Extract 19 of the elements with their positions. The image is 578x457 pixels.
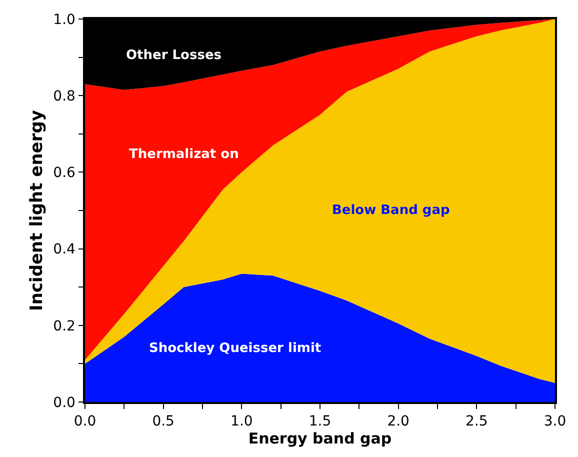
x-tick-label: 2.5: [466, 414, 488, 430]
x-tick-label: 1.0: [230, 414, 253, 430]
y-tick-label: 1.0: [53, 12, 76, 28]
y-tick-label: 0.0: [53, 394, 76, 411]
y-tick-label: 0.6: [53, 165, 76, 182]
x-tick-label: 0.0: [74, 414, 96, 430]
series-label: Shockley Queisser limit: [149, 341, 322, 356]
y-tick-label: 0.2: [53, 318, 76, 334]
series-label: Other Losses: [126, 48, 222, 63]
x-tick-label: 3.0: [544, 414, 566, 430]
x-axis-title: Energy band gap: [248, 430, 392, 448]
x-tick-label: 1.5: [308, 414, 332, 430]
series-label: Below Band gap: [332, 203, 450, 218]
series-label: Thermalizat on: [129, 147, 239, 162]
y-tick-label: 0.4: [53, 242, 76, 258]
y-axis-title: Incident light energy: [27, 110, 48, 311]
x-tick-label: 2.0: [387, 414, 410, 430]
x-tick-label: 0.5: [152, 414, 174, 430]
y-tick-label: 0.8: [53, 88, 76, 104]
